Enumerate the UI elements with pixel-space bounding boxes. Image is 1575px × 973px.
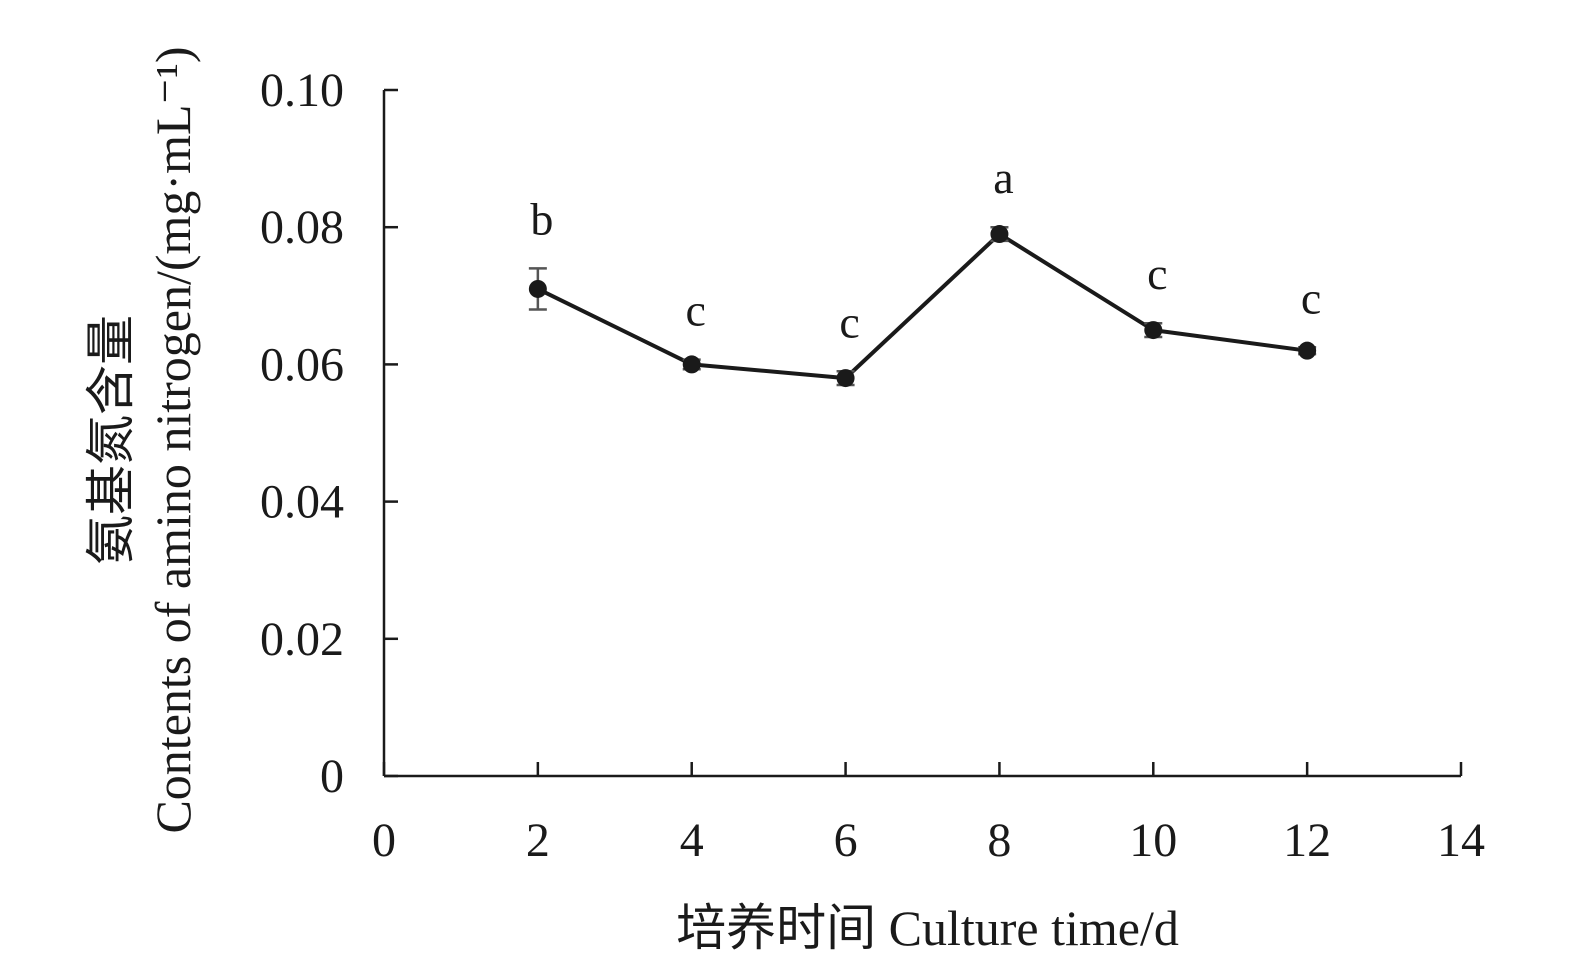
y-tick-label-2: 0.04 — [260, 476, 344, 529]
x-tick-label-5: 10 — [1129, 814, 1177, 867]
x-tick-label-0: 0 — [372, 814, 396, 867]
y-axis-title-en: Contents of amino nitrogen/(mg·mL⁻¹) — [145, 46, 201, 833]
significance-label-4: c — [1147, 248, 1167, 299]
y-axis-title-zh: 氨基氮含量 — [83, 315, 139, 565]
labels: 培养时间 Culture time/d 氨基氮含量 Contents of am… — [83, 46, 1179, 956]
significance-label-1: c — [686, 285, 706, 336]
series-line-0 — [536, 232, 1308, 381]
x-axis-title: 培养时间 Culture time/d — [676, 900, 1179, 956]
significance-label-5: c — [1301, 272, 1321, 323]
data-point-0 — [528, 279, 547, 298]
x-tick-label-2: 4 — [680, 814, 704, 867]
x-tick-label-7: 14 — [1437, 814, 1485, 867]
data-point-1 — [682, 355, 701, 374]
y-tick-label-4: 0.08 — [260, 201, 344, 254]
y-tick-label-0: 0 — [320, 750, 344, 803]
significance-label-2: c — [839, 296, 859, 347]
x-tick-label-4: 8 — [987, 814, 1011, 867]
x-tick-label-1: 2 — [526, 814, 550, 867]
y-tick-label-1: 0.02 — [260, 613, 344, 666]
x-tick-label-6: 12 — [1283, 814, 1331, 867]
significance-label-3: a — [993, 152, 1013, 203]
data-point-5 — [1298, 341, 1317, 360]
series: b c c a c c — [528, 152, 1321, 388]
axes: 0 0.02 0.04 0.06 0.08 0.10 0 2 4 6 8 10 12 14 — [260, 64, 1485, 867]
x-tick-label-3: 6 — [834, 814, 858, 867]
y-tick-label-3: 0.06 — [260, 338, 344, 391]
significance-label-0: b — [530, 193, 553, 244]
data-point-4 — [1144, 321, 1163, 340]
data-point-3 — [990, 225, 1009, 244]
y-tick-label-5: 0.10 — [260, 64, 344, 117]
data-point-2 — [836, 369, 855, 388]
